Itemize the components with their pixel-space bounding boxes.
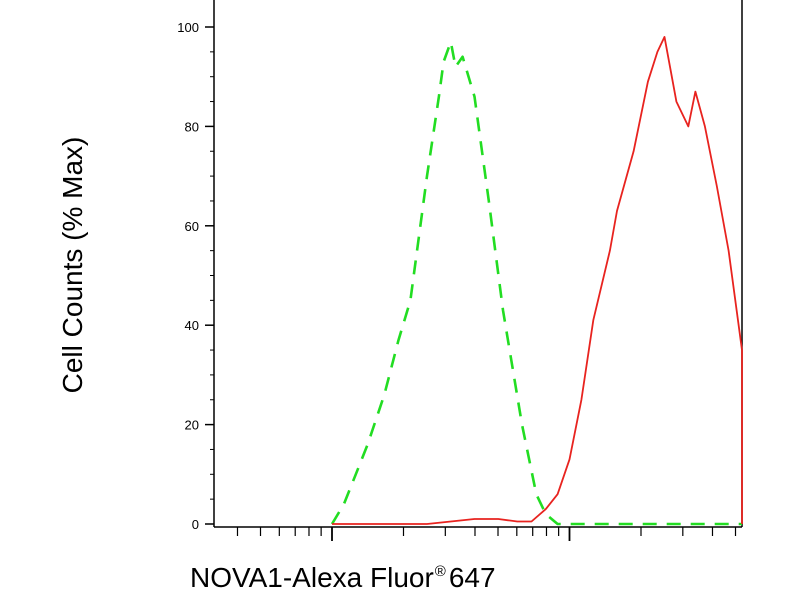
plot-area xyxy=(213,0,743,528)
y-tick-label: 20 xyxy=(185,418,199,433)
y-tick-label: 80 xyxy=(185,119,199,134)
x-axis-label-suffix: 647 xyxy=(448,562,496,593)
y-axis-label: Cell Counts (% Max) xyxy=(57,137,88,394)
series-layer xyxy=(330,36,743,526)
y-axis: 0 20 40 60 80 100 xyxy=(177,20,214,532)
y-tick-label: 60 xyxy=(185,219,199,234)
control-histogram-line xyxy=(330,40,742,526)
x-axis-label: NOVA1-Alexa Fluor® 647 xyxy=(190,562,496,594)
registered-mark: ® xyxy=(434,563,446,580)
x-axis-label-text: NOVA1-Alexa Fluor xyxy=(190,562,434,593)
y-tick-label: 0 xyxy=(192,517,199,532)
y-tick-label: 40 xyxy=(185,318,199,333)
x-axis xyxy=(236,527,737,541)
sample-histogram-line xyxy=(332,36,743,525)
y-tick-label: 100 xyxy=(177,20,199,35)
